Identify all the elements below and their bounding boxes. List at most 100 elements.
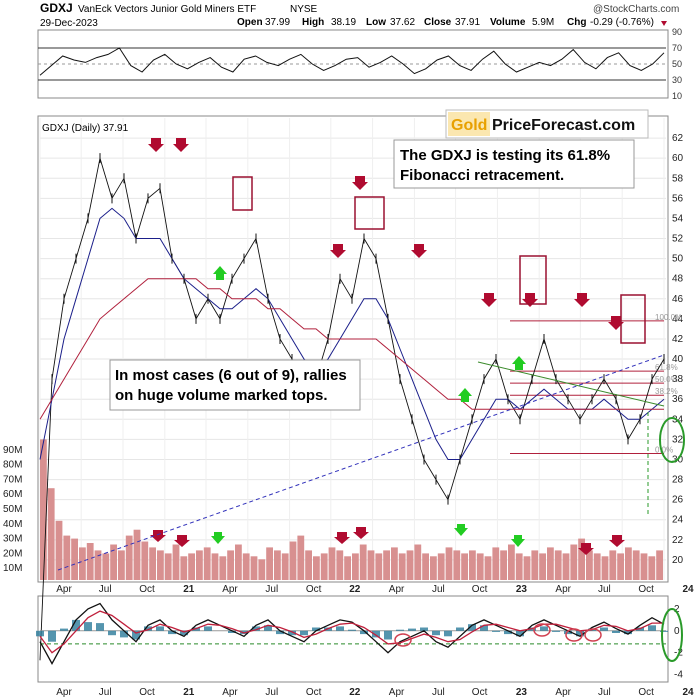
price-y-tick-label: 36 — [672, 394, 684, 405]
histogram-bar — [60, 628, 68, 631]
price-y-tick-label: 50 — [672, 254, 684, 265]
histogram-bar — [168, 630, 176, 635]
volume-bar — [313, 556, 320, 580]
target-ellipse — [659, 417, 685, 463]
up-arrow-icon — [213, 266, 227, 280]
price-y-tick-label: 48 — [672, 274, 684, 285]
price-x-tick-label: Jul — [598, 584, 611, 595]
bottom-x-tick-label: Oct — [638, 687, 654, 698]
price-y-tick-label: 38 — [672, 374, 684, 385]
histogram-bar — [96, 623, 104, 631]
trendline-blue — [57, 354, 665, 571]
histogram-bar — [372, 630, 380, 638]
price-y-tick-label: 42 — [672, 334, 684, 345]
volume-bar — [492, 547, 500, 580]
volume-bar — [320, 553, 328, 580]
histogram-bar — [456, 627, 464, 631]
histogram-bar — [120, 630, 128, 638]
volume-bar — [289, 541, 297, 580]
volume-bar — [617, 553, 624, 580]
volume-bar — [242, 553, 250, 580]
volume-bar — [235, 544, 242, 580]
bottom-y-tick-label: 2 — [674, 604, 680, 615]
up-arrow-icon — [512, 356, 526, 370]
volume-bar — [40, 439, 47, 580]
histogram-bar — [132, 630, 140, 640]
histogram-bar — [300, 630, 308, 636]
volume-bar — [94, 550, 102, 580]
volume-bar — [359, 544, 367, 580]
volume-bar — [79, 547, 86, 580]
watermark-rest: PriceForecast.com — [492, 117, 635, 134]
volume-bar — [281, 553, 289, 580]
price-y-tick-label: 22 — [672, 535, 684, 546]
volume-bar — [344, 556, 351, 580]
volume-bar — [227, 550, 234, 580]
volume-down-arrow-icon — [174, 535, 190, 547]
bottom-x-tick-label: 24 — [682, 687, 694, 698]
volume-bar — [500, 550, 507, 580]
volume-bar — [250, 556, 258, 580]
fib-annotation-text: The GDXJ is testing its 61.8% Fibonacci … — [400, 147, 614, 184]
watermark-gold-bg — [448, 112, 490, 136]
top-y-tick-label: 70 — [672, 43, 682, 53]
chart-exchange: NYSE — [290, 4, 318, 15]
bottom-x-tick-label: Apr — [56, 687, 72, 698]
histogram-bar — [252, 626, 260, 631]
price-x-tick-label: Oct — [638, 584, 654, 595]
volume-bar — [570, 544, 578, 580]
low-label: Low — [366, 17, 386, 28]
volume-bar — [211, 553, 219, 580]
volume-bar — [437, 553, 445, 580]
volume-down-arrow-icon — [609, 535, 625, 547]
price-x-tick-label: 22 — [349, 584, 361, 595]
histogram-bar — [288, 630, 296, 636]
fib-annotation-box — [393, 139, 635, 189]
highlight-box-3 — [519, 255, 547, 305]
volume-bar — [110, 544, 117, 580]
price-layer: 100.0% 61.8% 50.0% 38.2% 0.0% — [39, 138, 682, 661]
price-y-tick-label: 40 — [672, 354, 684, 365]
volume-bar — [141, 541, 149, 580]
volume-bar — [562, 553, 570, 580]
histogram-bar — [144, 626, 152, 631]
top-y-tick-label: 90 — [672, 27, 682, 37]
bottom-x-tick-label: 23 — [516, 687, 528, 698]
volume-annotation-text: In most cases (6 out of 9), rallies on h… — [115, 367, 351, 404]
bottom-x-tick-label: 21 — [183, 687, 195, 698]
histogram-bar — [480, 625, 488, 631]
volume-bar — [305, 550, 312, 580]
fib-level-label: 100.0% — [655, 313, 682, 322]
volume-bar — [523, 556, 531, 580]
price-x-tick-label: 21 — [183, 584, 195, 595]
histogram-bar — [204, 626, 212, 631]
highlight-box-2 — [354, 196, 385, 230]
volume-up-arrow-icon — [454, 524, 468, 536]
top-y-tick-label: 10 — [672, 91, 682, 101]
chart-symbol: GDXJ — [40, 1, 73, 15]
volume-down-arrow-icon — [334, 532, 350, 544]
top-indicator-line — [39, 47, 665, 76]
chart-date: 29-Dec-2023 — [40, 18, 98, 29]
volume-bar — [63, 535, 71, 580]
histogram-bar — [312, 627, 320, 631]
volume-bar — [375, 553, 383, 580]
highlight-box-4 — [620, 294, 646, 344]
bottom-y-tick-label: -4 — [674, 670, 683, 681]
fib-level-label: 61.8% — [655, 363, 678, 372]
volume-down-arrow-icon — [150, 530, 166, 542]
volume-y-tick-label: 70M — [3, 474, 22, 485]
price-y-tick-label: 44 — [672, 314, 684, 325]
volume-bar — [406, 550, 414, 580]
chart-fund-name: VanEck Vectors Junior Gold Miners ETF — [78, 4, 256, 15]
down-arrow-icon — [148, 138, 164, 152]
volume-bar — [47, 488, 55, 580]
histogram-bar — [624, 630, 632, 635]
indicator-bottom-panel — [37, 595, 669, 683]
volume-bar — [297, 535, 305, 580]
bottom-target-ellipse — [661, 608, 683, 662]
volume-bar — [508, 544, 515, 580]
top-y-tick-label: 50 — [672, 59, 682, 69]
histogram-bar — [660, 630, 668, 632]
